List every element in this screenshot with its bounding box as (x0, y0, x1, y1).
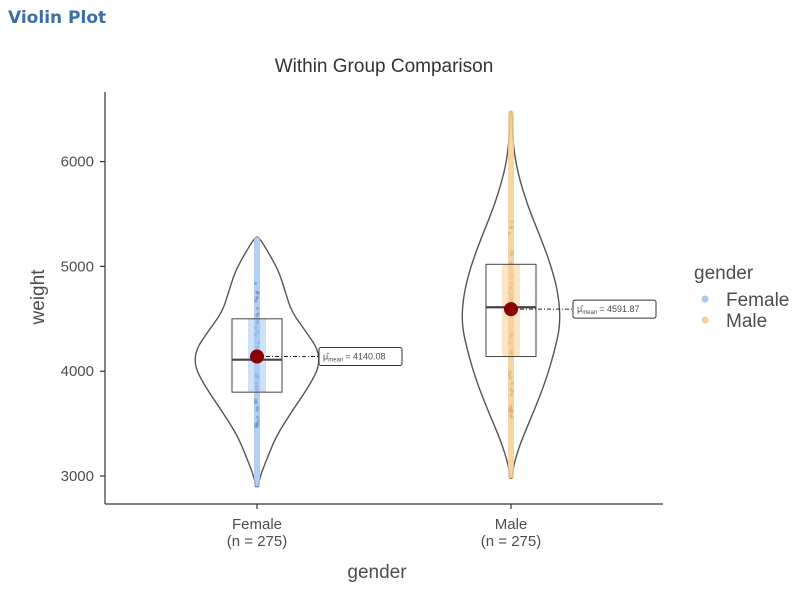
x-ticks: Female(n = 275)Male(n = 275) (227, 504, 541, 550)
data-point (255, 296, 259, 301)
data-point (254, 299, 258, 303)
x-tick-count: (n = 275) (227, 533, 287, 550)
box-layer (231, 263, 537, 393)
legend-swatch-male (701, 316, 709, 324)
data-point (510, 250, 514, 254)
data-point (509, 261, 513, 265)
data-point (507, 373, 512, 377)
mean-value: = 4591.87 (599, 304, 639, 314)
legend-label-female: Female (726, 290, 789, 311)
box-male (485, 263, 537, 358)
mean-label-box (318, 347, 403, 367)
legend-swatch-female (701, 295, 709, 303)
data-point (254, 400, 258, 404)
legend-label-male: Male (726, 311, 767, 332)
mean-value: = 4140.08 (345, 352, 385, 362)
data-point (255, 408, 259, 412)
mean-label-box (572, 299, 657, 319)
data-point (510, 220, 514, 224)
chart-title: Within Group Comparison (275, 56, 494, 77)
y-ticks: 3000 4000 5000 6000 (61, 154, 105, 485)
mean-label: μ̂mean = 4591.87 (577, 304, 640, 316)
points-layer (248, 111, 520, 487)
data-point (509, 226, 513, 230)
y-tick-label: 5000 (61, 258, 94, 275)
data-point (508, 370, 512, 374)
mean-symbol: μ̂ (323, 352, 330, 362)
data-point (255, 291, 259, 295)
data-point (510, 415, 514, 419)
data-point (508, 407, 512, 411)
y-tick-label: 4000 (61, 363, 94, 380)
mean-label: μ̂mean = 4140.08 (323, 352, 386, 364)
data-point (509, 252, 514, 257)
mean-symbol: μ̂ (577, 304, 584, 314)
data-point (256, 415, 260, 419)
data-point (508, 376, 512, 380)
box-female (231, 318, 283, 393)
data-point (255, 306, 260, 311)
data-point (507, 231, 512, 235)
y-axis-label: weight (28, 269, 49, 326)
data-point (255, 421, 259, 426)
data-point (510, 381, 514, 386)
mean-layer: μ̂mean = 4140.08μ̂mean = 4591.87 (250, 299, 657, 367)
page-title: Violin Plot (8, 8, 107, 28)
data-point (255, 313, 259, 318)
mean-subscript: mean (582, 310, 597, 316)
x-tick-label: Female (232, 516, 282, 533)
data-point (255, 405, 260, 410)
x-tick-count: (n = 275) (481, 533, 541, 550)
mean-subscript: mean (328, 358, 343, 364)
legend-title: gender (694, 263, 754, 284)
data-point (510, 389, 514, 394)
data-point (253, 281, 258, 286)
mean-marker (504, 302, 518, 317)
x-tick-label: Male (495, 516, 528, 533)
mean-marker (250, 349, 264, 364)
data-point (509, 393, 514, 397)
y-tick-label: 6000 (61, 154, 94, 171)
data-point (509, 387, 513, 391)
data-point (254, 398, 258, 402)
x-axis-label: gender (347, 562, 407, 583)
data-point (509, 404, 513, 408)
y-tick-label: 3000 (61, 468, 94, 485)
